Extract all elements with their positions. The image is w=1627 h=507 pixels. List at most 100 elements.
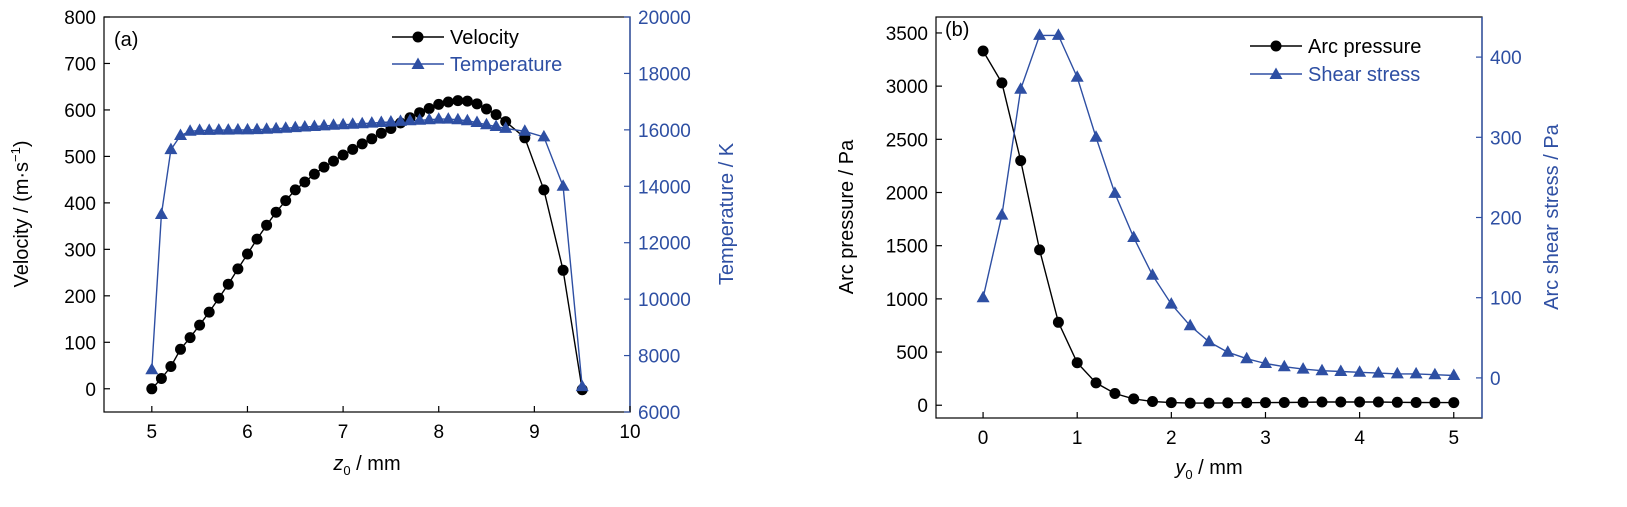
point-arc-pressure bbox=[1354, 396, 1366, 408]
point-velocity bbox=[232, 263, 244, 275]
point-arc-pressure bbox=[1034, 244, 1046, 256]
y-tick-label: 600 bbox=[64, 101, 96, 122]
point-velocity bbox=[356, 138, 368, 150]
x-ticks-a: 5 6 7 8 9 10 bbox=[147, 406, 641, 443]
point-temperature bbox=[193, 123, 207, 135]
point-temperature bbox=[499, 121, 513, 133]
point-temperature bbox=[269, 121, 283, 134]
point-arc-pressure bbox=[1241, 397, 1253, 409]
point-shear-stress bbox=[1089, 130, 1103, 142]
point-velocity bbox=[155, 373, 167, 384]
point-arc-pressure bbox=[1128, 393, 1140, 405]
point-arc-pressure bbox=[1429, 397, 1441, 409]
point-velocity bbox=[366, 133, 378, 145]
y2-ticks-a: 6000 8000 10000 12000 14000 16000 18000 20000 bbox=[624, 8, 691, 424]
point-shear-stress bbox=[1353, 365, 1367, 377]
point-arc-pressure bbox=[1316, 396, 1328, 408]
point-temperature bbox=[365, 116, 379, 128]
legend-marker-temperature bbox=[411, 57, 425, 69]
y-tick-label: 1000 bbox=[886, 290, 928, 311]
y-tick-label: 3000 bbox=[886, 77, 928, 98]
point-temperature bbox=[260, 122, 274, 134]
point-arc-pressure bbox=[1184, 397, 1196, 409]
y2-tick-label: 6000 bbox=[638, 403, 680, 424]
point-velocity bbox=[270, 206, 282, 218]
point-temperature bbox=[298, 120, 312, 132]
y-tick-label: 0 bbox=[917, 396, 928, 417]
point-temperature bbox=[231, 122, 245, 135]
x-axis-label-a: z0 / mm bbox=[332, 453, 400, 478]
point-temperature bbox=[470, 115, 484, 127]
point-arc-pressure bbox=[1203, 397, 1215, 409]
point-velocity bbox=[213, 292, 225, 304]
y2-axis-label-b: Arc shear stress / Pa bbox=[1541, 123, 1563, 309]
legend-marker-velocity bbox=[412, 31, 424, 43]
point-temperature bbox=[174, 128, 187, 140]
point-arc-pressure bbox=[1278, 397, 1290, 408]
point-temperature bbox=[202, 123, 216, 135]
x-tick-label: 5 bbox=[1448, 428, 1459, 449]
point-temperature bbox=[432, 112, 446, 124]
point-temperature bbox=[355, 116, 369, 129]
x-tick-label: 0 bbox=[978, 428, 989, 449]
point-velocity bbox=[433, 98, 445, 110]
point-arc-pressure bbox=[1090, 377, 1102, 389]
x-tick-label: 8 bbox=[433, 422, 444, 443]
point-shear-stress bbox=[1334, 364, 1348, 376]
y-tick-label: 500 bbox=[896, 343, 928, 364]
point-shear-stress bbox=[1146, 268, 1159, 280]
legend-label-velocity: Velocity bbox=[450, 27, 519, 49]
point-temperature bbox=[575, 379, 589, 392]
y-axis-label-a: Velocity / (m·s−1) bbox=[8, 140, 33, 287]
x-tick-label: 10 bbox=[619, 422, 640, 443]
y-tick-label: 800 bbox=[64, 8, 96, 29]
point-arc-pressure bbox=[977, 45, 989, 57]
point-shear-stress bbox=[1296, 362, 1310, 374]
y-tick-label: 300 bbox=[64, 240, 96, 261]
point-arc-pressure bbox=[1335, 396, 1347, 408]
point-velocity bbox=[251, 233, 263, 245]
point-arc-pressure bbox=[1109, 388, 1121, 399]
point-shear-stress bbox=[1390, 366, 1404, 379]
point-velocity bbox=[194, 319, 206, 331]
point-temperature bbox=[241, 122, 254, 135]
y-tick-label: 100 bbox=[64, 333, 96, 354]
point-velocity bbox=[471, 98, 483, 110]
point-velocity bbox=[461, 95, 473, 107]
point-velocity bbox=[222, 278, 234, 290]
point-shear-stress bbox=[1033, 28, 1047, 40]
y2-tick-label: 10000 bbox=[638, 290, 691, 311]
point-temperature bbox=[221, 123, 235, 135]
series-markers-b bbox=[976, 28, 1461, 409]
point-velocity bbox=[318, 161, 330, 173]
point-velocity bbox=[538, 184, 550, 196]
point-arc-pressure bbox=[1391, 396, 1403, 408]
point-shear-stress bbox=[1221, 345, 1235, 357]
y2-tick-label: 400 bbox=[1490, 48, 1522, 69]
legend-label-arc-pressure: Arc pressure bbox=[1308, 36, 1421, 58]
point-temperature bbox=[336, 117, 350, 130]
point-arc-pressure bbox=[1297, 396, 1309, 408]
point-shear-stress bbox=[1202, 334, 1216, 347]
point-temperature bbox=[394, 114, 407, 126]
point-velocity bbox=[423, 103, 435, 114]
point-shear-stress bbox=[1447, 368, 1461, 380]
point-velocity bbox=[328, 155, 339, 167]
point-shear-stress bbox=[1240, 351, 1254, 364]
point-velocity bbox=[414, 107, 426, 119]
point-arc-pressure bbox=[1071, 357, 1083, 369]
point-arc-pressure bbox=[1147, 396, 1158, 407]
x-tick-label: 1 bbox=[1072, 428, 1083, 449]
point-shear-stress bbox=[1409, 366, 1423, 379]
point-shear-stress bbox=[976, 290, 990, 303]
y2-axis-label-a: Temperature / K bbox=[716, 142, 738, 285]
point-velocity bbox=[261, 219, 273, 231]
point-velocity bbox=[442, 96, 454, 108]
point-temperature bbox=[460, 113, 474, 126]
point-velocity bbox=[375, 127, 387, 139]
point-temperature bbox=[451, 112, 465, 125]
point-temperature bbox=[441, 112, 455, 124]
point-temperature bbox=[384, 115, 398, 127]
point-temperature bbox=[145, 362, 159, 375]
